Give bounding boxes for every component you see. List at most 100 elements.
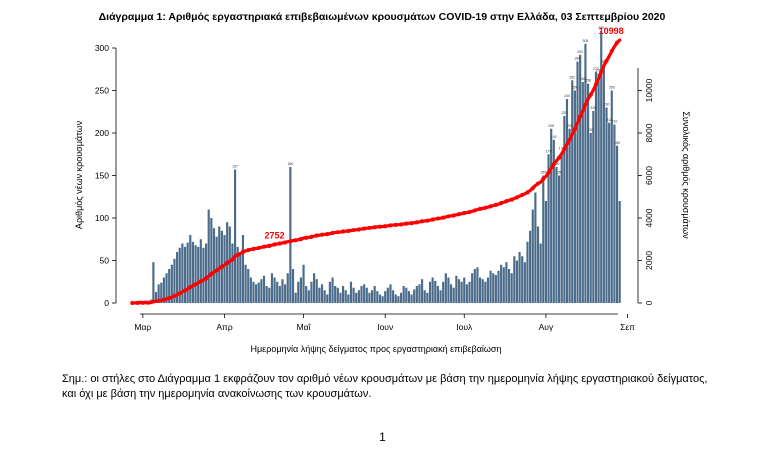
daily-cases-bar	[368, 292, 371, 303]
cumulative-point	[551, 162, 556, 167]
daily-cases-bar	[584, 43, 587, 303]
cumulative-annotation: 2752	[265, 230, 285, 240]
cumulative-point	[209, 271, 214, 277]
daily-cases-bar	[194, 245, 197, 303]
daily-cases-bar	[223, 235, 226, 303]
daily-cases-bar	[302, 264, 305, 303]
daily-cases-bar	[478, 277, 482, 303]
cumulative-point	[130, 300, 135, 306]
daily-cases-bar	[173, 258, 176, 303]
daily-cases-bar	[423, 290, 426, 303]
daily-cases-bar	[500, 264, 503, 303]
daily-cases-bar	[502, 267, 505, 303]
daily-cases-bar	[152, 262, 155, 303]
cumulative-point	[520, 192, 525, 198]
cumulative-point	[488, 204, 493, 209]
daily-cases-bar	[481, 279, 484, 303]
daily-cases-bar	[489, 270, 492, 303]
daily-cases-bar	[284, 284, 287, 303]
cumulative-point	[414, 220, 419, 225]
daily-cases-bar	[334, 286, 337, 303]
cumulative-point	[198, 279, 203, 284]
daily-cases-bar	[497, 270, 500, 303]
daily-cases-bar	[397, 296, 400, 303]
daily-cases-bar	[492, 273, 495, 303]
daily-cases-bar	[241, 235, 245, 303]
daily-cases-bar	[542, 175, 545, 303]
daily-cases-bar	[426, 292, 429, 303]
bar-value-label: 150	[540, 171, 546, 175]
bar-value-label: 210	[611, 120, 617, 124]
cumulative-point	[219, 264, 224, 269]
y-right-tick-label: 6000	[644, 166, 654, 185]
daily-cases-bar	[307, 290, 310, 303]
daily-cases-bar	[178, 247, 181, 303]
daily-cases-bar	[313, 273, 316, 303]
cumulative-point	[314, 233, 319, 238]
daily-cases-bar	[531, 209, 534, 303]
daily-cases-bar	[331, 277, 334, 303]
daily-cases-bar	[320, 284, 324, 303]
cumulative-point	[514, 195, 520, 200]
cumulative-point	[240, 249, 246, 254]
x-tick-label: Μαΐ	[297, 322, 312, 332]
daily-cases-bar	[339, 292, 342, 303]
cumulative-point	[572, 126, 577, 131]
bar-value-label: 160	[287, 162, 293, 166]
daily-cases-bar	[186, 242, 189, 303]
bar-value-label: 157	[232, 165, 238, 169]
cumulative-point	[578, 114, 583, 119]
daily-cases-bar	[484, 281, 487, 303]
daily-cases-bar	[605, 107, 608, 303]
daily-cases-bar	[257, 282, 260, 303]
daily-cases-bar	[181, 243, 184, 303]
daily-cases-bar	[352, 287, 355, 303]
cumulative-point	[377, 224, 383, 229]
cumulative-point	[288, 239, 293, 244]
daily-cases-bar	[294, 292, 297, 303]
cumulative-point	[599, 69, 604, 74]
daily-cases-bar	[613, 124, 616, 303]
cumulative-point	[456, 212, 462, 217]
daily-cases-bar	[349, 281, 353, 303]
daily-cases-bar	[534, 192, 537, 303]
bar-value-label: 160	[554, 162, 560, 166]
daily-cases-bar	[212, 228, 216, 303]
cumulative-point	[383, 224, 388, 229]
daily-cases-bar	[210, 218, 213, 303]
daily-cases-bar	[278, 286, 281, 303]
daily-cases-bar	[236, 246, 239, 303]
cumulative-point	[256, 245, 261, 251]
daily-cases-bar	[518, 252, 521, 303]
covid-chart: Διάγραμμα 1: Αριθμός εργαστηριακά επιβεβ…	[74, 11, 691, 354]
daily-cases-bar	[202, 247, 205, 303]
daily-cases-bar	[521, 256, 524, 303]
daily-cases-bar	[268, 287, 271, 303]
y-right-tick-label: 8000	[644, 123, 654, 142]
y-left-tick-label: 250	[95, 86, 109, 96]
daily-cases-bar	[471, 273, 474, 303]
y-right-tick-label: 4000	[644, 208, 654, 227]
y-left-tick-label: 50	[100, 256, 110, 266]
daily-cases-bar	[415, 286, 418, 303]
daily-cases-bar	[386, 287, 389, 303]
daily-cases-bar	[389, 284, 392, 303]
daily-cases-bar	[563, 116, 566, 303]
bar-value-label: 320	[598, 26, 604, 30]
daily-cases-bar	[207, 209, 210, 303]
cumulative-point	[420, 219, 425, 224]
cumulative-point	[351, 227, 356, 233]
y-right-tick-label: 10000	[644, 78, 654, 102]
daily-cases-bar	[602, 65, 605, 303]
daily-cases-bar	[421, 279, 424, 303]
cumulative-point	[504, 199, 509, 204]
daily-cases-bar	[191, 241, 194, 303]
daily-cases-bar	[439, 290, 442, 303]
cumulative-point	[251, 246, 256, 252]
bar-value-label: 220	[561, 111, 567, 115]
bar-value-label: 260	[580, 77, 586, 81]
x-tick-label: Σεπ	[620, 322, 635, 332]
daily-cases-bar	[273, 277, 276, 303]
cumulative-point	[393, 222, 398, 227]
daily-cases-bar	[318, 287, 321, 303]
